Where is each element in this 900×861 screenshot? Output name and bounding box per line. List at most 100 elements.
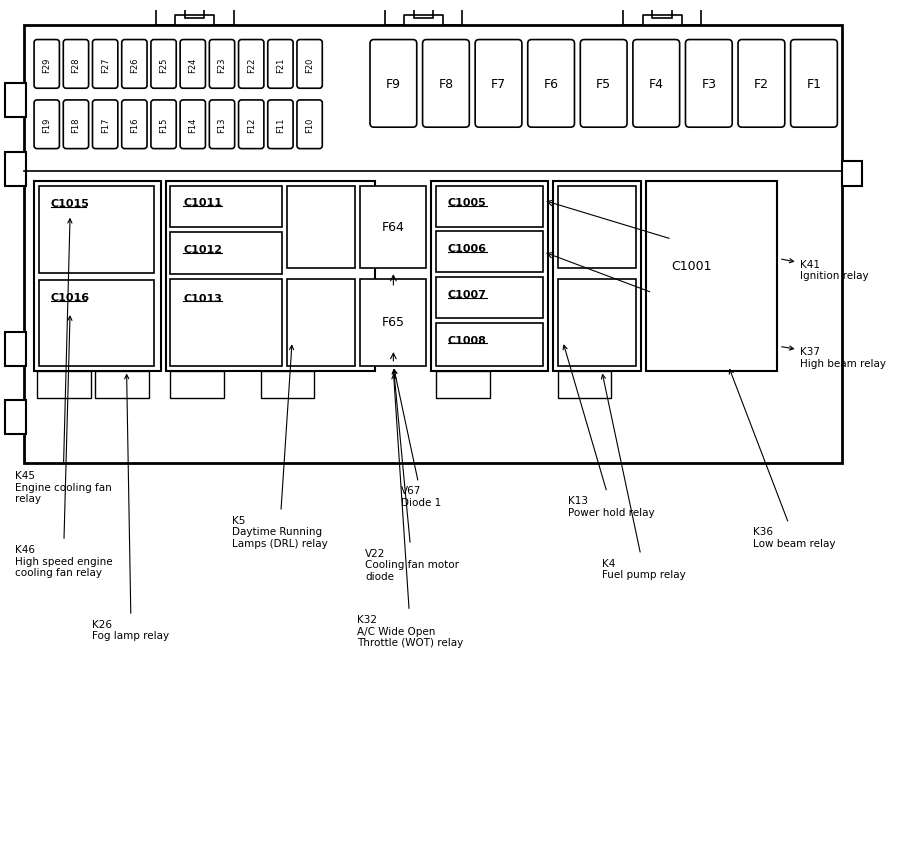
FancyBboxPatch shape xyxy=(475,40,522,128)
Text: F7: F7 xyxy=(491,77,506,90)
Text: F9: F9 xyxy=(386,77,400,90)
Text: F29: F29 xyxy=(42,57,51,72)
Bar xyxy=(170,280,283,366)
Bar xyxy=(24,26,842,463)
Bar xyxy=(431,182,548,371)
FancyBboxPatch shape xyxy=(34,101,59,150)
FancyBboxPatch shape xyxy=(122,101,147,150)
Text: F21: F21 xyxy=(276,57,285,72)
Bar xyxy=(436,324,544,366)
FancyBboxPatch shape xyxy=(580,40,627,128)
Bar xyxy=(39,281,154,366)
FancyBboxPatch shape xyxy=(297,40,322,90)
Text: K46
High speed engine
cooling fan relay: K46 High speed engine cooling fan relay xyxy=(14,317,112,578)
Bar xyxy=(436,278,544,319)
Text: F2: F2 xyxy=(754,77,769,90)
Bar xyxy=(4,152,26,186)
Text: F15: F15 xyxy=(159,117,168,133)
Bar xyxy=(185,0,204,19)
Text: F16: F16 xyxy=(130,117,139,133)
FancyBboxPatch shape xyxy=(370,40,417,128)
Bar xyxy=(414,0,433,19)
Text: K26
Fog lamp relay: K26 Fog lamp relay xyxy=(93,375,169,641)
FancyBboxPatch shape xyxy=(238,40,264,90)
Bar xyxy=(4,332,26,366)
Bar xyxy=(4,84,26,118)
Text: C1005: C1005 xyxy=(448,198,487,208)
Text: F28: F28 xyxy=(71,57,80,72)
Text: C1012: C1012 xyxy=(183,245,222,255)
Text: K37
High beam relay: K37 High beam relay xyxy=(782,347,886,369)
Text: F23: F23 xyxy=(218,57,227,72)
Bar xyxy=(558,186,635,269)
Bar xyxy=(436,186,544,227)
FancyBboxPatch shape xyxy=(238,101,264,150)
Text: K36
Low beam relay: K36 Low beam relay xyxy=(729,370,835,548)
FancyBboxPatch shape xyxy=(738,40,785,128)
Bar xyxy=(261,371,314,399)
FancyBboxPatch shape xyxy=(423,40,469,128)
Bar xyxy=(360,186,427,269)
FancyBboxPatch shape xyxy=(268,101,293,150)
Text: K45
Engine cooling fan
relay: K45 Engine cooling fan relay xyxy=(14,220,112,504)
FancyBboxPatch shape xyxy=(686,40,733,128)
Text: V67
Diode 1: V67 Diode 1 xyxy=(393,370,441,507)
Bar xyxy=(652,0,671,19)
FancyBboxPatch shape xyxy=(633,40,680,128)
Text: V22
Cooling fan motor
diode: V22 Cooling fan motor diode xyxy=(365,370,459,581)
Bar xyxy=(360,280,427,366)
Bar xyxy=(166,182,375,371)
Bar xyxy=(170,233,283,275)
Text: F27: F27 xyxy=(101,57,110,72)
Text: C1006: C1006 xyxy=(448,244,487,254)
FancyBboxPatch shape xyxy=(210,101,235,150)
Bar xyxy=(558,371,611,399)
Text: F8: F8 xyxy=(438,77,454,90)
Text: K41
Ignition relay: K41 Ignition relay xyxy=(782,259,869,281)
FancyBboxPatch shape xyxy=(180,40,205,90)
FancyBboxPatch shape xyxy=(151,40,176,90)
FancyBboxPatch shape xyxy=(210,40,235,90)
FancyBboxPatch shape xyxy=(527,40,574,128)
Bar xyxy=(287,280,356,366)
FancyBboxPatch shape xyxy=(93,101,118,150)
FancyBboxPatch shape xyxy=(63,40,88,90)
FancyBboxPatch shape xyxy=(151,101,176,150)
Bar xyxy=(842,162,861,186)
Bar xyxy=(436,371,490,399)
Text: F3: F3 xyxy=(701,77,716,90)
FancyBboxPatch shape xyxy=(63,101,88,150)
Text: C1001: C1001 xyxy=(671,260,712,273)
Bar xyxy=(39,186,154,274)
FancyBboxPatch shape xyxy=(34,40,59,90)
Text: F1: F1 xyxy=(806,77,822,90)
Bar xyxy=(170,186,283,228)
Bar xyxy=(436,232,544,273)
Bar xyxy=(558,280,635,366)
Text: F65: F65 xyxy=(382,316,405,329)
Text: F12: F12 xyxy=(247,117,256,133)
Text: F26: F26 xyxy=(130,57,139,72)
Bar xyxy=(553,182,641,371)
FancyBboxPatch shape xyxy=(297,101,322,150)
FancyBboxPatch shape xyxy=(180,101,205,150)
Text: F14: F14 xyxy=(188,117,197,133)
Text: F10: F10 xyxy=(305,117,314,133)
Text: K5
Daytime Running
Lamps (DRL) relay: K5 Daytime Running Lamps (DRL) relay xyxy=(231,346,328,548)
Text: F18: F18 xyxy=(71,117,80,133)
Text: C1015: C1015 xyxy=(50,199,89,209)
Bar xyxy=(34,182,161,371)
Bar xyxy=(4,400,26,435)
Text: F24: F24 xyxy=(188,57,197,72)
Text: F25: F25 xyxy=(159,57,168,72)
FancyBboxPatch shape xyxy=(122,40,147,90)
Text: C1007: C1007 xyxy=(448,289,487,300)
Text: K13
Power hold relay: K13 Power hold relay xyxy=(563,346,654,517)
Text: F64: F64 xyxy=(382,220,405,233)
Text: F19: F19 xyxy=(42,117,51,133)
Bar xyxy=(95,371,149,399)
Text: K4
Fuel pump relay: K4 Fuel pump relay xyxy=(601,375,686,579)
Text: F17: F17 xyxy=(101,117,110,133)
Text: C1008: C1008 xyxy=(448,335,487,345)
FancyBboxPatch shape xyxy=(268,40,293,90)
